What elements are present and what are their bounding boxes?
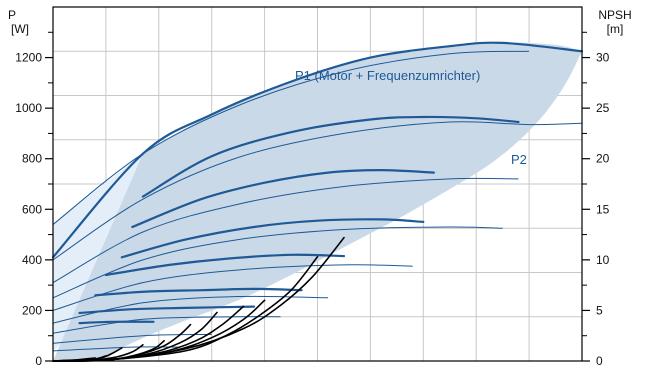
- left-axis-ticks: 0 200 400 600 800 1000 1200: [15, 31, 53, 368]
- left-tick-label: 200: [22, 303, 42, 317]
- light-operating-region: [53, 153, 143, 351]
- thick-power-curve: [141, 115, 520, 198]
- left-tick-label: 400: [22, 253, 42, 267]
- right-axis-unit: [m]: [607, 22, 624, 36]
- thick-power-curve: [78, 305, 256, 315]
- thin-power-curve: [52, 316, 281, 334]
- right-tick-label: 15: [596, 202, 610, 216]
- right-tick-label: 30: [596, 51, 610, 65]
- thick-power-curve: [78, 320, 155, 325]
- right-tick-label: 20: [596, 152, 610, 166]
- right-tick-label: 10: [596, 253, 610, 267]
- left-axis-title: P: [8, 8, 16, 22]
- left-tick-label: 1000: [15, 101, 42, 115]
- left-tick-label: 0: [35, 354, 42, 368]
- p2-curve-label: P2: [511, 152, 527, 167]
- right-tick-label: 5: [596, 303, 603, 317]
- right-axis-ticks: 0 5 10 15 20 25 30: [582, 31, 610, 368]
- left-tick-label: 800: [22, 152, 42, 166]
- thick-power-curves: [51, 41, 584, 325]
- right-tick-label: 25: [596, 101, 610, 115]
- thin-power-curve: [52, 295, 329, 324]
- thin-power-curve: [52, 226, 503, 299]
- left-tick-label: 1200: [15, 51, 42, 65]
- thin-power-curves: [52, 50, 583, 352]
- thick-power-curve: [131, 168, 435, 229]
- left-tick-label: 600: [22, 202, 42, 216]
- thin-power-curve: [52, 177, 519, 284]
- thin-power-curve: [52, 121, 583, 261]
- thick-power-curve: [120, 218, 425, 259]
- thick-power-curve: [94, 287, 303, 297]
- right-axis-title: NPSH: [598, 8, 631, 22]
- right-tick-label: 0: [596, 354, 603, 368]
- p1-curve-label: P1 (Motor + Frequenzumrichter): [295, 68, 480, 83]
- thin-power-curve: [52, 264, 413, 311]
- left-axis-unit: [W]: [11, 22, 29, 36]
- thin-power-curve: [52, 50, 530, 225]
- thick-power-curve: [104, 253, 346, 277]
- p1-power-curve: [51, 41, 584, 259]
